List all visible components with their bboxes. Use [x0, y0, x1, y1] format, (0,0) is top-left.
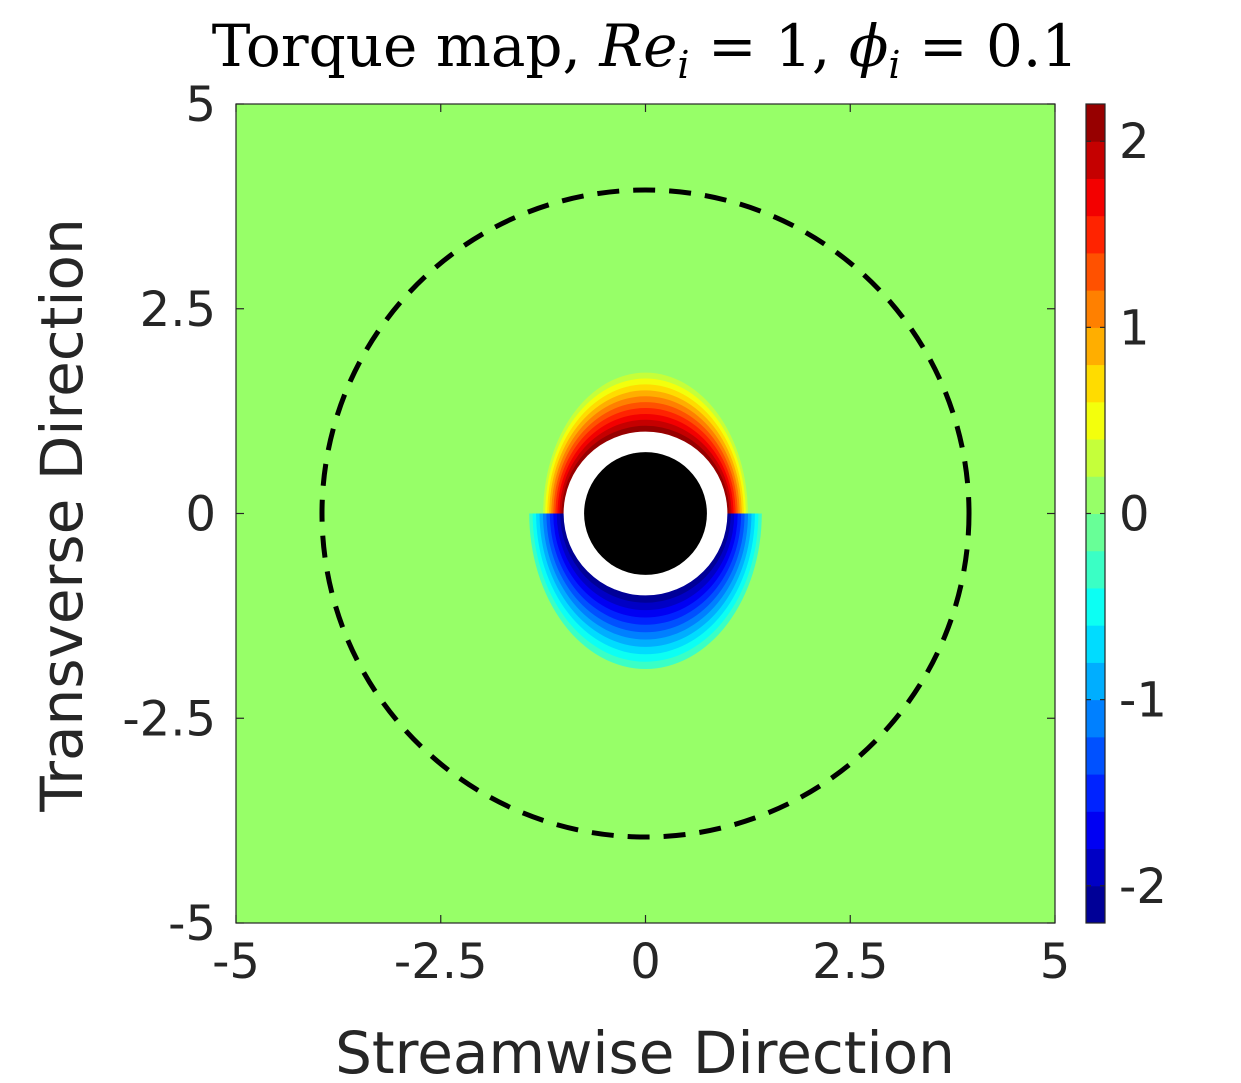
colorbar-segment: [1086, 252, 1105, 291]
colorbar-segment: [1086, 104, 1105, 142]
colorbar-tick-label: 1: [1119, 300, 1150, 356]
colorbar-segment: [1086, 513, 1105, 552]
title-re-value: = 1,: [690, 12, 849, 80]
x-tick-label: 5: [1040, 934, 1071, 990]
dashed-boundary-circle: [319, 187, 972, 840]
colorbar-segment: [1086, 587, 1105, 626]
axis-ticks: -5 -2.5 0 2.5 5 -5 -2.5 0 2.5 5: [122, 77, 1070, 990]
colorbar-segment: [1086, 774, 1105, 812]
chart-title: Torque map, Rei = 1, ϕi = 0.1: [212, 12, 1078, 87]
x-tick-label: 2.5: [812, 934, 888, 990]
particle-disk: [584, 452, 707, 575]
plot-area: [236, 104, 1055, 923]
colorbar: -2 -1 0 1 2: [1085, 103, 1167, 924]
title-re-symbol: Re: [598, 12, 677, 80]
y-tick-label: -5: [168, 896, 216, 952]
x-tick-label: -5: [212, 934, 260, 990]
y-tick-label: 0: [185, 487, 216, 543]
colorbar-segment: [1086, 439, 1105, 477]
colorbar-segment: [1086, 178, 1105, 217]
y-tick-label: 2.5: [140, 282, 216, 338]
colorbar-tick-label: 2: [1119, 114, 1150, 170]
title-re-subscript: i: [677, 43, 689, 87]
colorbar-tick-label: -1: [1119, 673, 1167, 729]
y-tick-label: -2.5: [122, 691, 216, 747]
title-phi-subscript: i: [888, 43, 900, 87]
colorbar-segment: [1086, 811, 1105, 850]
x-axis-label: Streamwise Direction: [335, 1019, 955, 1083]
colorbar-segment: [1086, 699, 1105, 738]
colorbar-tick-label: 0: [1119, 487, 1150, 543]
colorbar-segment: [1086, 327, 1105, 366]
colorbar-segment: [1086, 662, 1105, 701]
y-tick-label: 5: [185, 77, 216, 133]
colorbar-segment: [1086, 290, 1105, 328]
x-tick-label: 0: [630, 934, 661, 990]
colorbar-segment: [1086, 848, 1105, 887]
title-prefix: Torque map,: [212, 12, 600, 80]
colorbar-segment: [1086, 550, 1105, 589]
colorbar-tick-label: -2: [1119, 859, 1167, 915]
colorbar-segment: [1086, 625, 1105, 663]
colorbar-segment: [1086, 736, 1105, 775]
x-tick-label: -2.5: [394, 934, 488, 990]
title-phi-value: = 0.1: [901, 12, 1079, 80]
colorbar-segment: [1086, 364, 1105, 403]
colorbar-segment: [1086, 401, 1105, 440]
colorbar-segment: [1086, 215, 1105, 254]
title-phi-symbol: ϕ: [849, 12, 889, 80]
colorbar-segment: [1086, 141, 1105, 179]
y-axis-label: Transverse Direction: [28, 218, 96, 812]
colorbar-segment: [1086, 885, 1105, 924]
colorbar-segment: [1086, 476, 1105, 514]
